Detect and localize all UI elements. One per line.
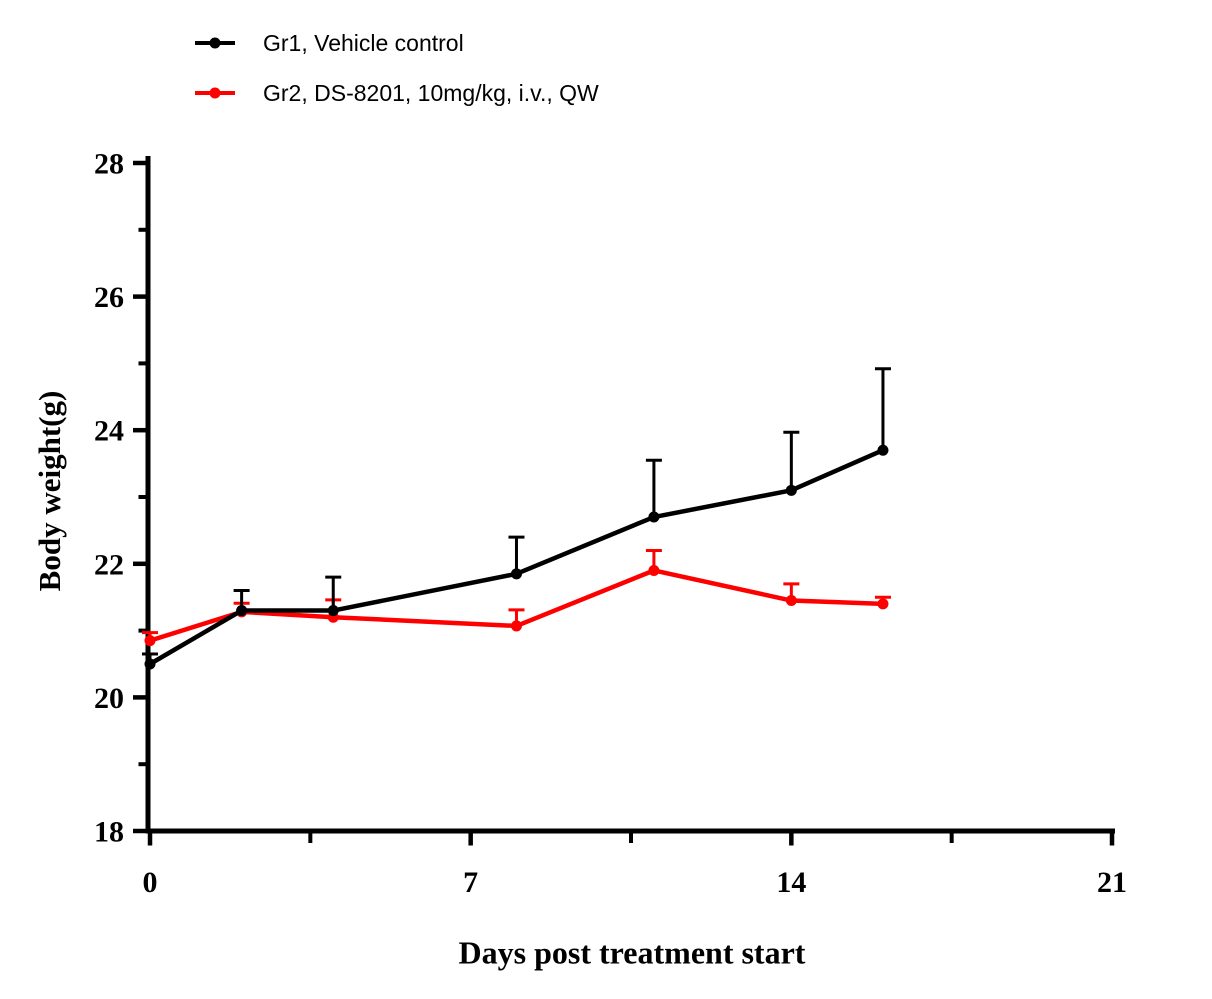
line-dot-marker-icon [195, 91, 235, 95]
svg-text:18: 18 [94, 816, 124, 849]
svg-text:28: 28 [94, 148, 124, 181]
svg-text:22: 22 [94, 548, 124, 581]
legend-label-gr2: Gr2, DS-8201, 10mg/kg, i.v., QW [263, 79, 599, 106]
legend-item-gr2: Gr2, DS-8201, 10mg/kg, i.v., QW [195, 71, 599, 115]
legend-label-gr1: Gr1, Vehicle control [263, 29, 464, 56]
legend: Gr1, Vehicle control Gr2, DS-8201, 10mg/… [195, 21, 599, 115]
svg-text:14: 14 [776, 866, 806, 899]
svg-text:7: 7 [463, 866, 478, 899]
svg-text:26: 26 [94, 281, 124, 314]
line-dot-marker-icon [195, 41, 235, 45]
svg-text:20: 20 [94, 682, 124, 715]
y-axis-title: Body weight(g) [32, 390, 67, 592]
x-axis-title: Days post treatment start [458, 934, 806, 971]
legend-item-gr1: Gr1, Vehicle control [195, 21, 599, 65]
svg-text:21: 21 [1097, 866, 1127, 899]
svg-text:0: 0 [143, 866, 158, 899]
svg-text:24: 24 [94, 415, 124, 448]
